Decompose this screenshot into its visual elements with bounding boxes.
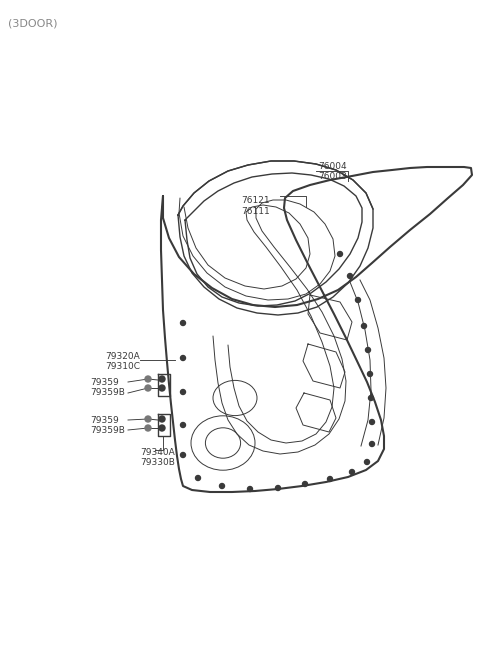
Circle shape (364, 460, 370, 464)
Text: 76004: 76004 (318, 162, 347, 171)
Text: 79310C: 79310C (105, 362, 140, 371)
Circle shape (180, 453, 185, 457)
Text: 79359B: 79359B (90, 426, 125, 435)
Circle shape (337, 252, 343, 257)
Text: 76121: 76121 (241, 196, 270, 205)
Circle shape (145, 385, 151, 391)
Circle shape (369, 396, 373, 400)
Text: 76111: 76111 (241, 207, 270, 216)
Circle shape (370, 419, 374, 424)
Circle shape (356, 297, 360, 303)
Circle shape (180, 356, 185, 360)
Text: 79359B: 79359B (90, 388, 125, 397)
Circle shape (159, 376, 165, 382)
Circle shape (276, 485, 280, 491)
Circle shape (145, 376, 151, 382)
Circle shape (349, 470, 355, 474)
Text: 79320A: 79320A (105, 352, 140, 361)
Circle shape (368, 371, 372, 377)
Circle shape (365, 348, 371, 352)
Circle shape (180, 422, 185, 428)
Text: 79359: 79359 (90, 378, 119, 387)
Text: (3DOOR): (3DOOR) (8, 18, 58, 28)
Text: 79359: 79359 (90, 416, 119, 425)
Circle shape (348, 274, 352, 278)
Circle shape (248, 487, 252, 491)
Circle shape (145, 425, 151, 431)
Circle shape (361, 324, 367, 329)
Circle shape (195, 476, 201, 481)
Circle shape (159, 425, 165, 431)
Circle shape (159, 385, 165, 391)
Text: 79340A: 79340A (140, 448, 175, 457)
Circle shape (370, 441, 374, 447)
Text: 76003: 76003 (318, 172, 347, 181)
Circle shape (145, 416, 151, 422)
Circle shape (180, 320, 185, 326)
Circle shape (219, 483, 225, 489)
Text: 79330B: 79330B (140, 458, 175, 467)
Circle shape (180, 390, 185, 394)
Circle shape (159, 416, 165, 422)
Circle shape (327, 476, 333, 481)
Circle shape (302, 481, 308, 487)
